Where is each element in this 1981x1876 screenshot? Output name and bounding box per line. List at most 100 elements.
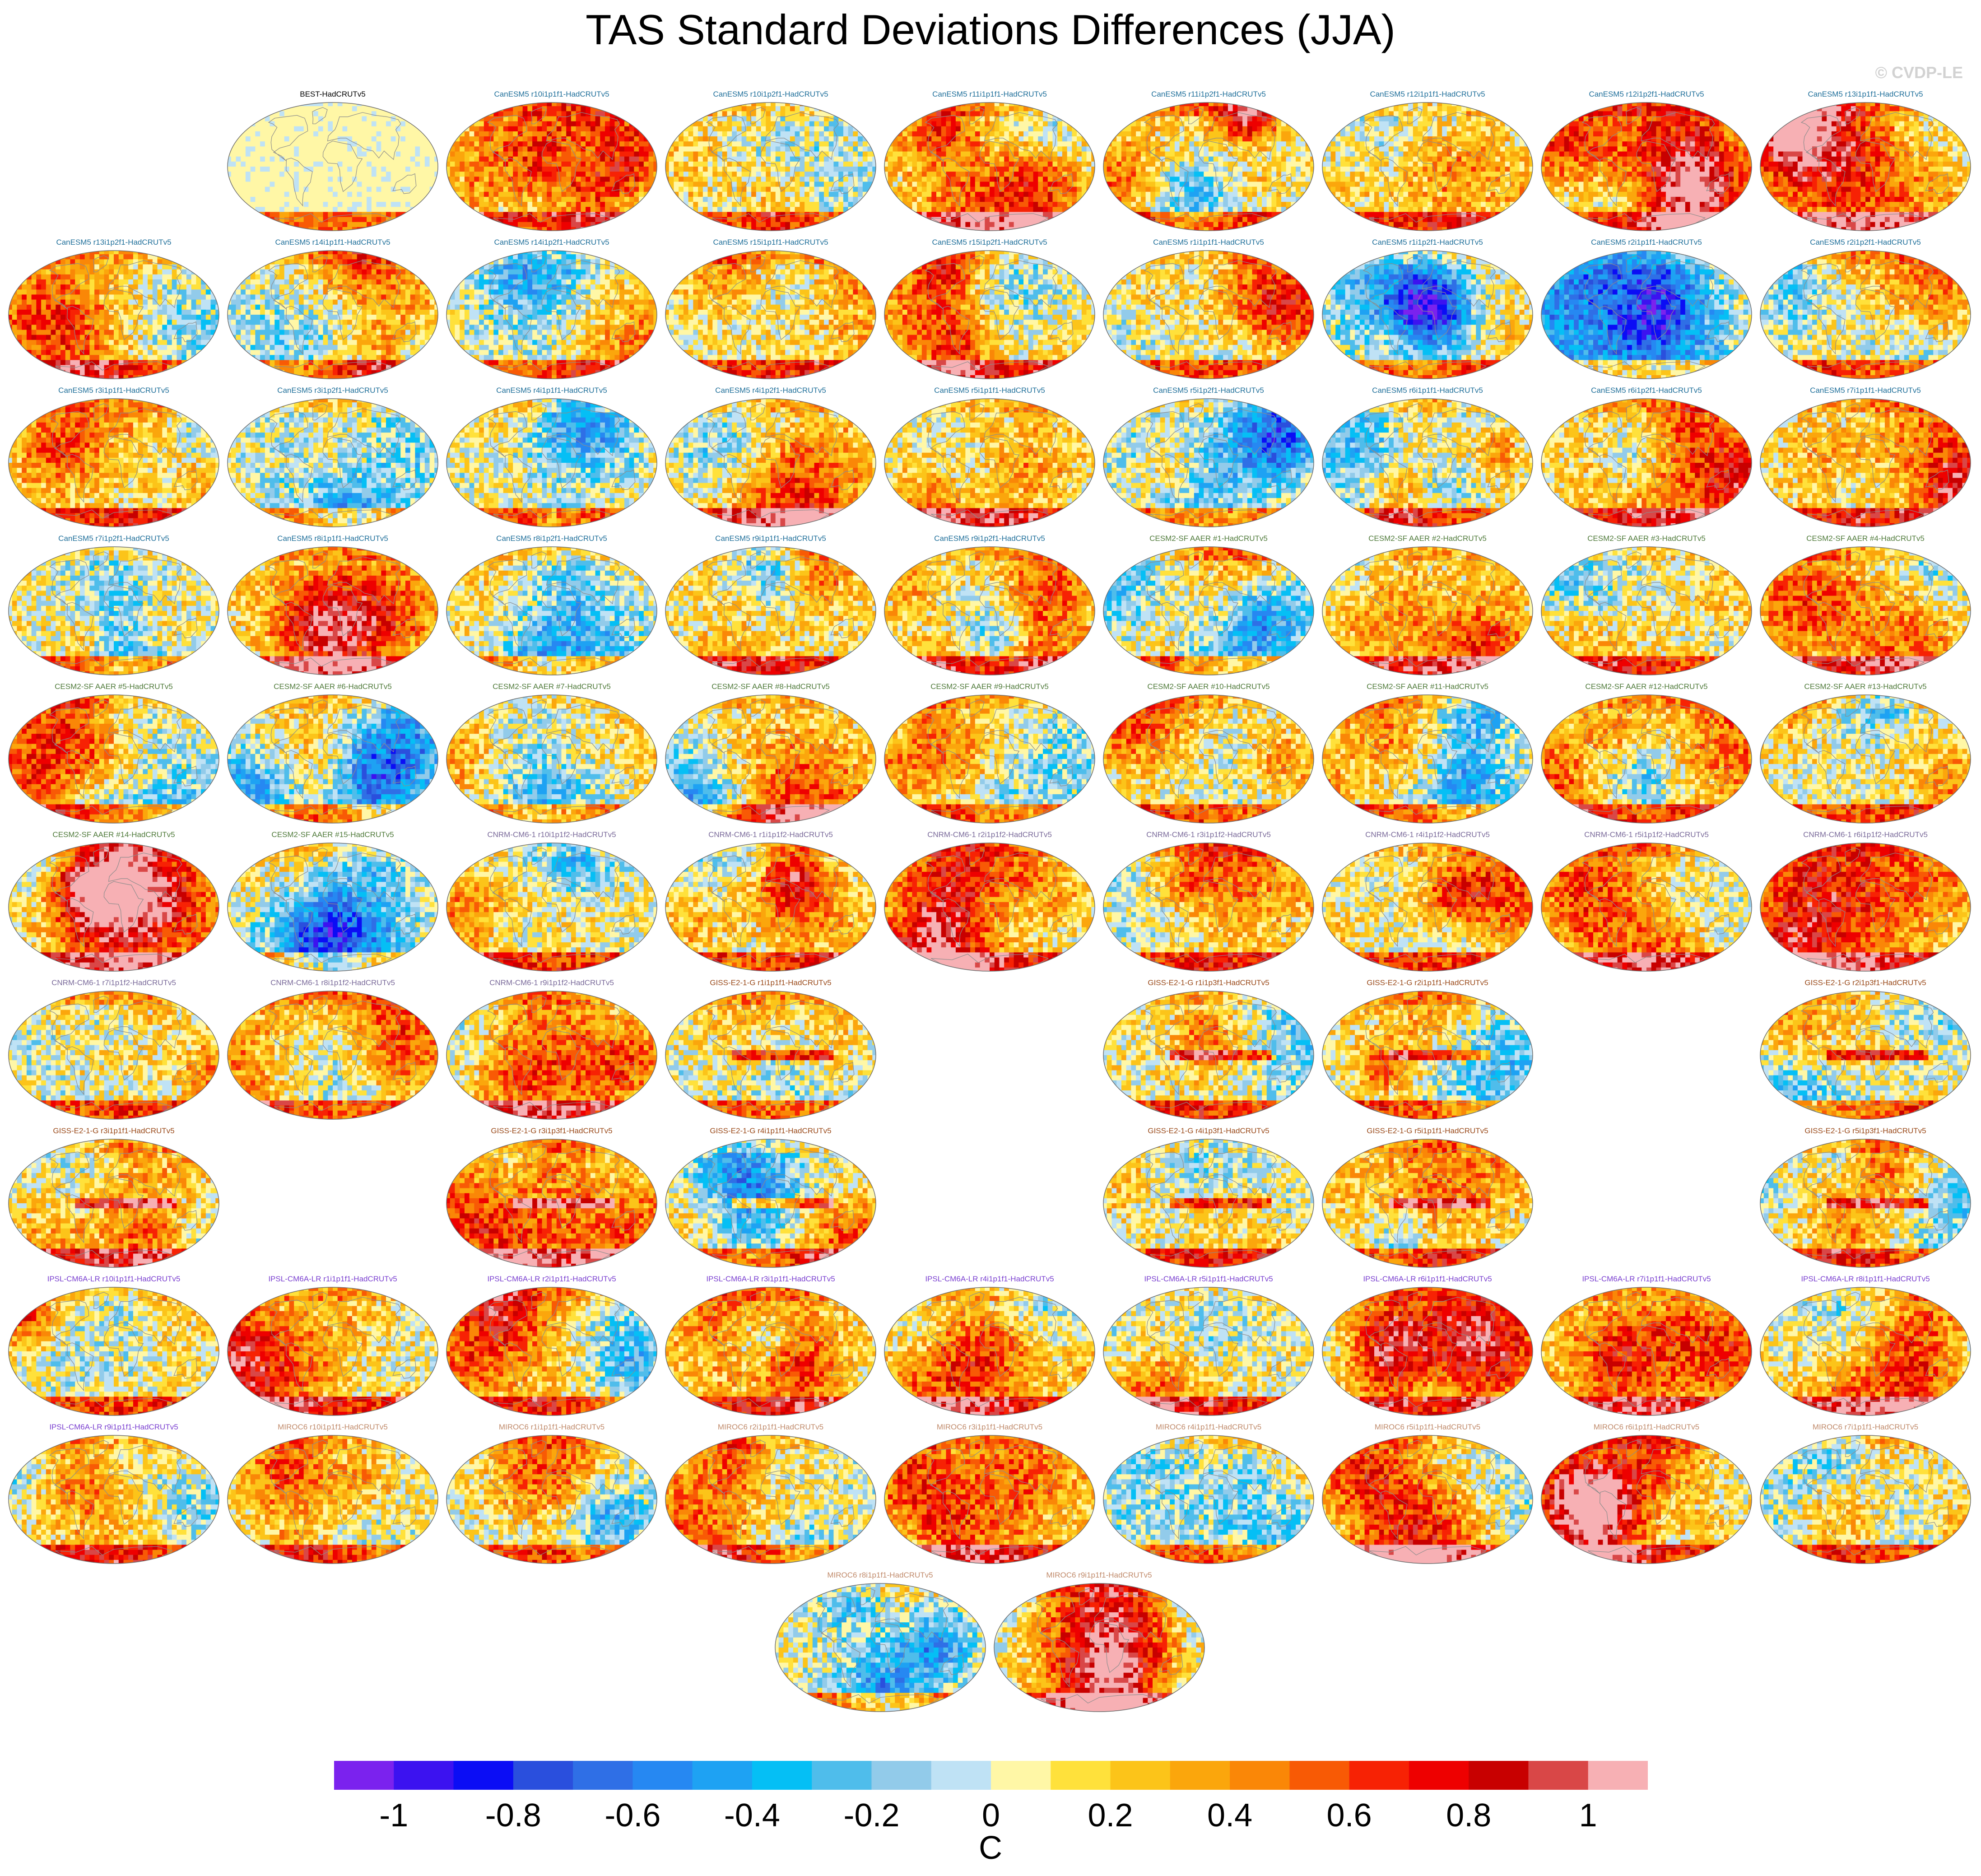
- map-panel: MIROC6 r2i1p1f1-HadCRUTv5: [662, 1422, 879, 1567]
- panel-map: [1759, 101, 1972, 232]
- colorbar-tick-label: -0.4: [724, 1797, 780, 1834]
- panel-map: [883, 545, 1096, 676]
- panel-map: [7, 990, 220, 1121]
- panel-map: [883, 1434, 1096, 1565]
- map-panel: CanESM5 r2i1p2f1-HadCRUTv5: [1757, 237, 1974, 382]
- panel-title: IPSL-CM6A-LR r3i1p1f1-HadCRUTv5: [662, 1274, 879, 1284]
- panel-map: [1321, 249, 1534, 380]
- panel-title: CESM2-SF AAER #5-HadCRUTv5: [5, 682, 222, 692]
- colorbar-swatch: [931, 1761, 991, 1790]
- colorbar-tick-label: -0.6: [605, 1797, 660, 1834]
- map-panel: CanESM5 r2i1p1f1-HadCRUTv5: [1538, 237, 1755, 382]
- panel-map: [7, 842, 220, 973]
- panel-title: CanESM5 r8i1p2f1-HadCRUTv5: [443, 534, 660, 544]
- map-panel: MIROC6 r7i1p1f1-HadCRUTv5: [1757, 1422, 1974, 1567]
- panel-map: [445, 1286, 658, 1417]
- panel-map: [1321, 990, 1534, 1121]
- map-panel: CanESM5 r8i1p2f1-HadCRUTv5: [443, 534, 660, 678]
- map-panel: IPSL-CM6A-LR r5i1p1f1-HadCRUTv5: [1100, 1274, 1317, 1419]
- colorbar-tick-label: 0.8: [1446, 1797, 1491, 1834]
- panel-title: GISS-E2-1-G r4i1p3f1-HadCRUTv5: [1100, 1126, 1317, 1136]
- map-panel: CNRM-CM6-1 r7i1p1f2-HadCRUTv5: [5, 978, 222, 1122]
- panel-map: [226, 1286, 439, 1417]
- panel-map: [1540, 397, 1753, 528]
- panel-title: CanESM5 r9i1p1f1-HadCRUTv5: [662, 534, 879, 544]
- map-panel: CESM2-SF AAER #1-HadCRUTv5: [1100, 534, 1317, 678]
- panel-map: [1759, 545, 1972, 676]
- panel-map: [664, 990, 877, 1121]
- panel-title: CanESM5 r8i1p1f1-HadCRUTv5: [224, 534, 441, 544]
- map-panel: CanESM5 r3i1p1f1-HadCRUTv5: [5, 386, 222, 530]
- panel-title: CanESM5 r2i1p1f1-HadCRUTv5: [1538, 237, 1755, 247]
- panel-title: CanESM5 r15i1p2f1-HadCRUTv5: [881, 237, 1098, 247]
- panel-title: IPSL-CM6A-LR r5i1p1f1-HadCRUTv5: [1100, 1274, 1317, 1284]
- map-panel: IPSL-CM6A-LR r1i1p1f1-HadCRUTv5: [224, 1274, 441, 1419]
- panel-title: IPSL-CM6A-LR r10i1p1f1-HadCRUTv5: [5, 1274, 222, 1284]
- panel-map: [1102, 1286, 1315, 1417]
- panel-map: [1321, 101, 1534, 232]
- panel-title: CanESM5 r2i1p2f1-HadCRUTv5: [1757, 237, 1974, 247]
- panel-title: CNRM-CM6-1 r4i1p1f2-HadCRUTv5: [1319, 830, 1536, 840]
- map-panel: CanESM5 r15i1p2f1-HadCRUTv5: [881, 237, 1098, 382]
- panel-map: [1540, 249, 1753, 380]
- panel-map: [1102, 842, 1315, 973]
- panel-map: [1102, 990, 1315, 1121]
- panel-map: [1102, 249, 1315, 380]
- map-panel: IPSL-CM6A-LR r2i1p1f1-HadCRUTv5: [443, 1274, 660, 1419]
- panel-title: CESM2-SF AAER #10-HadCRUTv5: [1100, 682, 1317, 692]
- panel-map: [1321, 397, 1534, 528]
- panel-title: CESM2-SF AAER #4-HadCRUTv5: [1757, 534, 1974, 544]
- panel-map: [664, 101, 877, 232]
- map-panel: CanESM5 r11i1p1f1-HadCRUTv5: [881, 89, 1098, 234]
- panel-map: [1759, 1138, 1972, 1269]
- map-panel: CanESM5 r5i1p2f1-HadCRUTv5: [1100, 386, 1317, 530]
- map-panel: GISS-E2-1-G r5i1p3f1-HadCRUTv5: [1757, 1126, 1974, 1271]
- map-panel: CanESM5 r4i1p1f1-HadCRUTv5: [443, 386, 660, 530]
- map-panel: GISS-E2-1-G r4i1p3f1-HadCRUTv5: [1100, 1126, 1317, 1271]
- map-panel: CESM2-SF AAER #12-HadCRUTv5: [1538, 682, 1755, 826]
- map-panel: IPSL-CM6A-LR r6i1p1f1-HadCRUTv5: [1319, 1274, 1536, 1419]
- map-panel: CNRM-CM6-1 r10i1p1f2-HadCRUTv5: [443, 830, 660, 974]
- panel-map: [883, 694, 1096, 824]
- panel-title: CESM2-SF AAER #1-HadCRUTv5: [1100, 534, 1317, 544]
- map-panel: MIROC6 r8i1p1f1-HadCRUTv5: [772, 1570, 989, 1715]
- panel-title: MIROC6 r9i1p1f1-HadCRUTv5: [991, 1570, 1208, 1580]
- colorbar-swatch: [1289, 1761, 1349, 1790]
- map-panel: CanESM5 r6i1p2f1-HadCRUTv5: [1538, 386, 1755, 530]
- panel-title: CanESM5 r4i1p1f1-HadCRUTv5: [443, 386, 660, 396]
- map-panel: CanESM5 r13i1p1f1-HadCRUTv5: [1757, 89, 1974, 234]
- map-panel: CESM2-SF AAER #6-HadCRUTv5: [224, 682, 441, 826]
- map-panel: CanESM5 r1i1p2f1-HadCRUTv5: [1319, 237, 1536, 382]
- panel-title: CESM2-SF AAER #11-HadCRUTv5: [1319, 682, 1536, 692]
- panel-title: CanESM5 r5i1p1f1-HadCRUTv5: [881, 386, 1098, 396]
- colorbar-tick-label: -0.2: [843, 1797, 899, 1834]
- map-panel: CESM2-SF AAER #13-HadCRUTv5: [1757, 682, 1974, 826]
- panel-title: CNRM-CM6-1 r3i1p1f2-HadCRUTv5: [1100, 830, 1317, 840]
- panel-map: [7, 397, 220, 528]
- colorbar-swatch: [454, 1761, 514, 1790]
- panel-map: [1540, 545, 1753, 676]
- panel-title: IPSL-CM6A-LR r8i1p1f1-HadCRUTv5: [1757, 1274, 1974, 1284]
- panel-title: MIROC6 r1i1p1f1-HadCRUTv5: [443, 1422, 660, 1432]
- panel-map: [226, 1434, 439, 1565]
- panel-map: [664, 545, 877, 676]
- colorbar-swatch: [871, 1761, 931, 1790]
- map-panel: CanESM5 r9i1p2f1-HadCRUTv5: [881, 534, 1098, 678]
- panel-title: CESM2-SF AAER #8-HadCRUTv5: [662, 682, 879, 692]
- colorbar-swatch: [1588, 1761, 1648, 1790]
- panel-title: CanESM5 r13i1p1f1-HadCRUTv5: [1757, 89, 1974, 99]
- panel-map: [226, 545, 439, 676]
- map-panel: GISS-E2-1-G r2i1p3f1-HadCRUTv5: [1757, 978, 1974, 1122]
- panel-title: GISS-E2-1-G r3i1p1f1-HadCRUTv5: [5, 1126, 222, 1136]
- map-panel: MIROC6 r10i1p1f1-HadCRUTv5: [224, 1422, 441, 1567]
- panel-title: CanESM5 r10i1p1f1-HadCRUTv5: [443, 89, 660, 99]
- colorbar-swatch: [1170, 1761, 1230, 1790]
- map-panel: CESM2-SF AAER #9-HadCRUTv5: [881, 682, 1098, 826]
- panel-grid: BEST-HadCRUTv5 CanESM5 r10i1p1f1-HadCRUTv…: [0, 0, 1981, 1738]
- panel-map: [883, 842, 1096, 973]
- panel-title: CanESM5 r14i1p2f1-HadCRUTv5: [443, 237, 660, 247]
- panel-map: [1102, 1138, 1315, 1269]
- map-panel: CESM2-SF AAER #4-HadCRUTv5: [1757, 534, 1974, 678]
- map-panel: GISS-E2-1-G r5i1p1f1-HadCRUTv5: [1319, 1126, 1536, 1271]
- map-panel: CESM2-SF AAER #3-HadCRUTv5: [1538, 534, 1755, 678]
